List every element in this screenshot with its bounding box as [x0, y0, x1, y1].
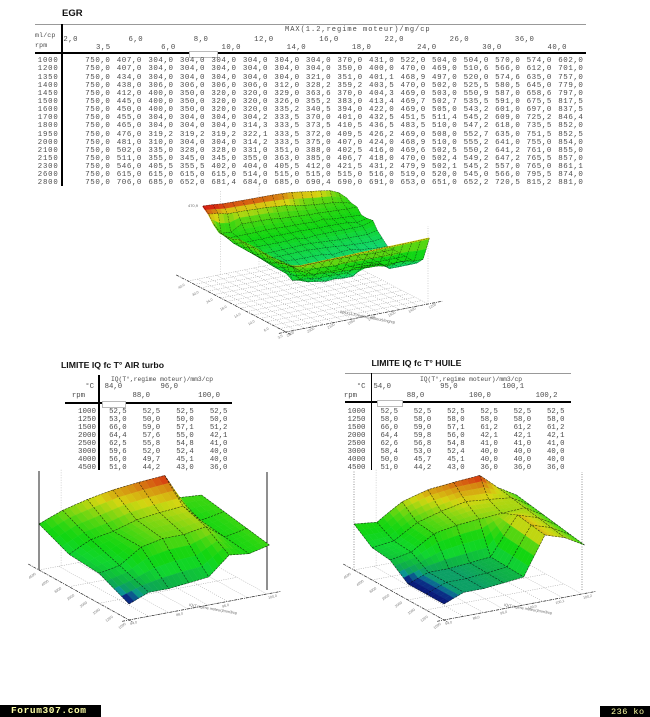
svg-text:10,0: 10,0 [247, 319, 255, 326]
svg-text:2000: 2000 [394, 601, 403, 609]
svg-text:IQ(T,regime moteur)/mm3/cp: IQ(T,regime moteur)/mm3/cp [504, 603, 552, 615]
svg-text:1500: 1500 [92, 608, 101, 616]
svg-text:3,5: 3,5 [277, 334, 283, 340]
svg-text:1500: 1500 [387, 310, 396, 317]
svg-text:18,0: 18,0 [219, 305, 227, 312]
svg-text:100,1: 100,1 [555, 599, 565, 605]
svg-text:2800: 2800 [286, 330, 295, 337]
svg-text:84,0: 84,0 [130, 620, 138, 626]
svg-text:1000: 1000 [433, 622, 442, 630]
svg-text:40,0: 40,0 [177, 283, 185, 290]
svg-text:4000: 4000 [356, 579, 365, 587]
svg-text:4000: 4000 [41, 579, 50, 587]
svg-text:88,0: 88,0 [472, 615, 480, 621]
svg-text:4500: 4500 [343, 572, 352, 580]
svg-text:1250: 1250 [420, 615, 429, 623]
svg-text:54,0: 54,0 [445, 620, 453, 626]
svg-text:1200: 1200 [428, 302, 437, 309]
svg-text:2000: 2000 [79, 601, 88, 609]
svg-text:100,2: 100,2 [583, 594, 593, 600]
svg-text:1700: 1700 [367, 314, 376, 321]
svg-text:1950: 1950 [347, 318, 356, 325]
svg-text:2500: 2500 [381, 593, 390, 601]
svg-text:88,0: 88,0 [176, 612, 184, 618]
svg-text:14,0: 14,0 [233, 312, 241, 319]
svg-text:1000: 1000 [118, 622, 127, 630]
svg-text:3000: 3000 [368, 586, 377, 594]
svg-text:100,0: 100,0 [268, 594, 278, 600]
svg-text:2500: 2500 [66, 593, 75, 601]
svg-text:24,0: 24,0 [205, 298, 213, 305]
svg-text:6,0: 6,0 [263, 327, 269, 333]
svg-text:470,9: 470,9 [188, 203, 199, 208]
svg-text:96,0: 96,0 [222, 603, 230, 609]
svg-text:1250: 1250 [105, 615, 114, 623]
svg-text:100,0: 100,0 [528, 604, 538, 610]
svg-text:1400: 1400 [408, 306, 417, 313]
svg-text:95,0: 95,0 [500, 610, 508, 616]
svg-text:2300: 2300 [306, 326, 315, 333]
svg-text:3000: 3000 [53, 586, 62, 594]
svg-text:1500: 1500 [407, 608, 416, 616]
svg-text:4500: 4500 [28, 572, 37, 580]
svg-text:IQ(T,regime moteur)/mm3/cp: IQ(T,regime moteur)/mm3/cp [189, 603, 237, 615]
svg-text:30,0: 30,0 [191, 290, 199, 297]
svg-text:2100: 2100 [327, 322, 336, 329]
